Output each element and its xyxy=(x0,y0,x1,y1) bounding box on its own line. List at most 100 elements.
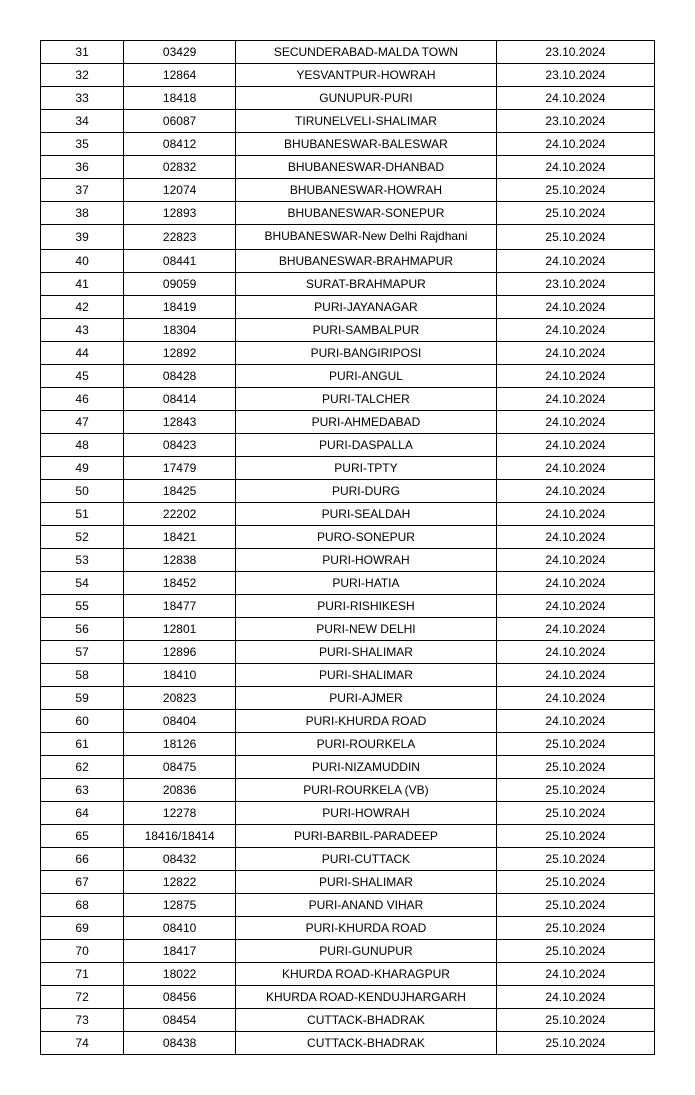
table-row: 7308454CUTTACK-BHADRAK25.10.2024 xyxy=(41,1009,655,1032)
serial-number-cell: 53 xyxy=(41,549,124,572)
table-row: 3712074BHUBANESWAR-HOWRAH25.10.2024 xyxy=(41,179,655,202)
train-number-cell: 12278 xyxy=(124,802,236,825)
route-cell: BHUBANESWAR-New Delhi Rajdhani xyxy=(236,225,497,250)
table-row: 3318418GUNUPUR-PURI24.10.2024 xyxy=(41,87,655,110)
table-row: 4808423PURI-DASPALLA24.10.2024 xyxy=(41,434,655,457)
train-number-cell: 08456 xyxy=(124,986,236,1009)
train-number-cell: 18425 xyxy=(124,480,236,503)
train-number-cell: 12892 xyxy=(124,342,236,365)
table-row: 6412278PURI-HOWRAH25.10.2024 xyxy=(41,802,655,825)
route-cell: PURI-ROURKELA xyxy=(236,733,497,756)
train-number-cell: 12893 xyxy=(124,202,236,225)
train-number-cell: 12896 xyxy=(124,641,236,664)
date-cell: 24.10.2024 xyxy=(496,664,654,687)
route-cell: PURI-ANAND VIHAR xyxy=(236,894,497,917)
table-row: 7118022KHURDA ROAD-KHARAGPUR24.10.2024 xyxy=(41,963,655,986)
table-row: 7018417PURI-GUNUPUR25.10.2024 xyxy=(41,940,655,963)
train-number-cell: 12838 xyxy=(124,549,236,572)
route-cell: PURI-SEALDAH xyxy=(236,503,497,526)
route-cell: CUTTACK-BHADRAK xyxy=(236,1032,497,1055)
table-row: 7208456KHURDA ROAD-KENDUJHARGARH24.10.20… xyxy=(41,986,655,1009)
route-cell: PURI-NEW DELHI xyxy=(236,618,497,641)
date-cell: 24.10.2024 xyxy=(496,595,654,618)
serial-number-cell: 33 xyxy=(41,87,124,110)
serial-number-cell: 74 xyxy=(41,1032,124,1055)
route-cell: PURI-BARBIL-PARADEEP xyxy=(236,825,497,848)
date-cell: 24.10.2024 xyxy=(496,986,654,1009)
route-cell: PURI-JAYANAGAR xyxy=(236,296,497,319)
serial-number-cell: 40 xyxy=(41,250,124,273)
date-cell: 25.10.2024 xyxy=(496,940,654,963)
route-cell: PURI-HATIA xyxy=(236,572,497,595)
table-row: 4712843PURI-AHMEDABAD24.10.2024 xyxy=(41,411,655,434)
serial-number-cell: 71 xyxy=(41,963,124,986)
date-cell: 24.10.2024 xyxy=(496,503,654,526)
date-cell: 24.10.2024 xyxy=(496,710,654,733)
date-cell: 24.10.2024 xyxy=(496,641,654,664)
serial-number-cell: 46 xyxy=(41,388,124,411)
date-cell: 25.10.2024 xyxy=(496,917,654,940)
table-row: 4109059SURAT-BRAHMAPUR23.10.2024 xyxy=(41,273,655,296)
date-cell: 24.10.2024 xyxy=(496,457,654,480)
table-row: 6118126PURI-ROURKELA25.10.2024 xyxy=(41,733,655,756)
table-row: 4917479PURI-TPTY24.10.2024 xyxy=(41,457,655,480)
date-cell: 24.10.2024 xyxy=(496,296,654,319)
train-number-cell: 08432 xyxy=(124,848,236,871)
date-cell: 23.10.2024 xyxy=(496,41,654,64)
table-row: 4508428PURI-ANGUL24.10.2024 xyxy=(41,365,655,388)
date-cell: 23.10.2024 xyxy=(496,273,654,296)
route-cell: PURI-DURG xyxy=(236,480,497,503)
table-row: 5018425PURI-DURG24.10.2024 xyxy=(41,480,655,503)
serial-number-cell: 49 xyxy=(41,457,124,480)
route-cell: PURI-SHALIMAR xyxy=(236,871,497,894)
date-cell: 25.10.2024 xyxy=(496,733,654,756)
table-row: 4608414PURI-TALCHER24.10.2024 xyxy=(41,388,655,411)
train-number-cell: 18477 xyxy=(124,595,236,618)
train-number-cell: 09059 xyxy=(124,273,236,296)
serial-number-cell: 32 xyxy=(41,64,124,87)
train-number-cell: 22202 xyxy=(124,503,236,526)
train-number-cell: 08428 xyxy=(124,365,236,388)
table-row: 5312838PURI-HOWRAH24.10.2024 xyxy=(41,549,655,572)
table-row: 5122202PURI-SEALDAH24.10.2024 xyxy=(41,503,655,526)
route-cell: BHUBANESWAR-BRAHMAPUR xyxy=(236,250,497,273)
route-cell: SURAT-BRAHMAPUR xyxy=(236,273,497,296)
route-cell: CUTTACK-BHADRAK xyxy=(236,1009,497,1032)
serial-number-cell: 69 xyxy=(41,917,124,940)
serial-number-cell: 55 xyxy=(41,595,124,618)
table-row: 3406087TIRUNELVELI-SHALIMAR23.10.2024 xyxy=(41,110,655,133)
table-row: 6812875PURI-ANAND VIHAR25.10.2024 xyxy=(41,894,655,917)
table-row: 5612801PURI-NEW DELHI24.10.2024 xyxy=(41,618,655,641)
serial-number-cell: 42 xyxy=(41,296,124,319)
route-cell: PURI-BANGIRIPOSI xyxy=(236,342,497,365)
serial-number-cell: 54 xyxy=(41,572,124,595)
date-cell: 24.10.2024 xyxy=(496,526,654,549)
train-number-cell: 08414 xyxy=(124,388,236,411)
serial-number-cell: 41 xyxy=(41,273,124,296)
date-cell: 24.10.2024 xyxy=(496,687,654,710)
train-number-cell: 18126 xyxy=(124,733,236,756)
date-cell: 25.10.2024 xyxy=(496,179,654,202)
serial-number-cell: 56 xyxy=(41,618,124,641)
train-number-cell: 08410 xyxy=(124,917,236,940)
date-cell: 25.10.2024 xyxy=(496,848,654,871)
serial-number-cell: 62 xyxy=(41,756,124,779)
date-cell: 24.10.2024 xyxy=(496,618,654,641)
route-cell: PURI-ROURKELA (VB) xyxy=(236,779,497,802)
date-cell: 24.10.2024 xyxy=(496,480,654,503)
table-row: 3812893BHUBANESWAR-SONEPUR25.10.2024 xyxy=(41,202,655,225)
table-row: 6208475PURI-NIZAMUDDIN25.10.2024 xyxy=(41,756,655,779)
table-row: 6008404PURI-KHURDA ROAD24.10.2024 xyxy=(41,710,655,733)
table-row: 5518477PURI-RISHIKESH24.10.2024 xyxy=(41,595,655,618)
table-row: 4412892PURI-BANGIRIPOSI24.10.2024 xyxy=(41,342,655,365)
route-cell: PURI-SHALIMAR xyxy=(236,664,497,687)
train-number-cell: 18419 xyxy=(124,296,236,319)
train-number-cell: 18416/18414 xyxy=(124,825,236,848)
route-cell: PURI-KHURDA ROAD xyxy=(236,710,497,733)
serial-number-cell: 48 xyxy=(41,434,124,457)
table-row: 6908410PURI-KHURDA ROAD25.10.2024 xyxy=(41,917,655,940)
serial-number-cell: 61 xyxy=(41,733,124,756)
train-number-cell: 18304 xyxy=(124,319,236,342)
train-schedule-table: 3103429SECUNDERABAD-MALDA TOWN23.10.2024… xyxy=(40,40,655,1055)
table-row: 3922823BHUBANESWAR-New Delhi Rajdhani25.… xyxy=(41,225,655,250)
